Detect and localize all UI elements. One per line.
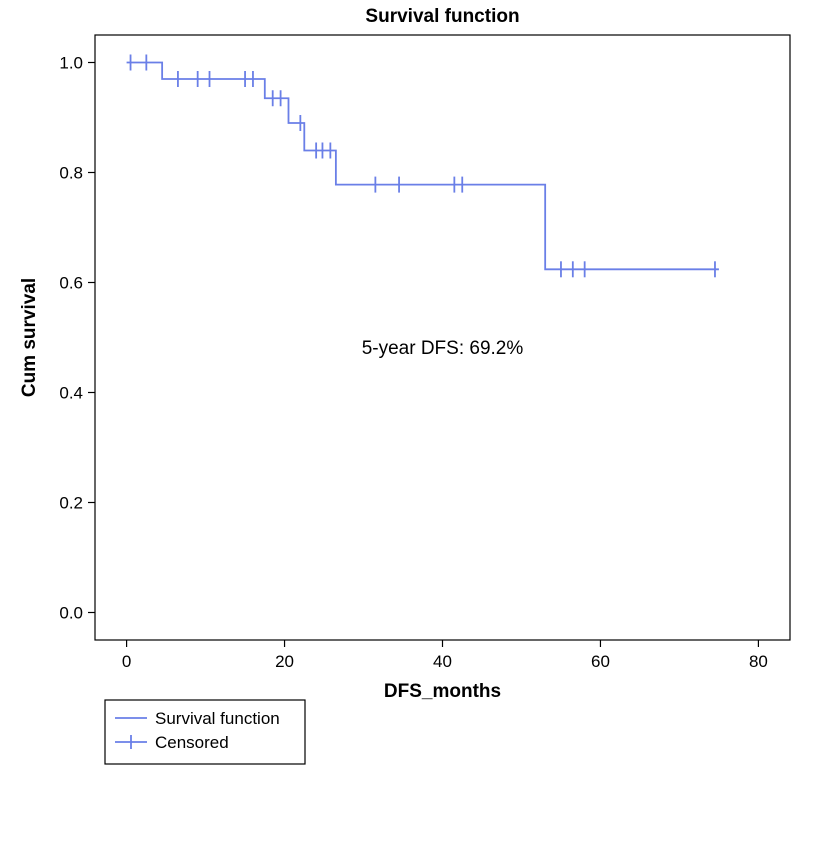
y-axis-label: Cum survival xyxy=(19,278,40,397)
x-tick-label: 60 xyxy=(591,652,610,671)
legend-label: Censored xyxy=(155,733,229,752)
x-tick-label: 0 xyxy=(122,652,131,671)
y-tick-label: 0.8 xyxy=(59,164,83,183)
x-tick-label: 80 xyxy=(749,652,768,671)
y-tick-label: 0.6 xyxy=(59,274,83,293)
survival-chart: 0 20 40 60 80 DFS_months 0.0 0.2 0.4 0.6 0.8 1.0 Cum… xyxy=(0,0,825,845)
y-tick-label: 0.0 xyxy=(59,604,83,623)
annotation-text: 5-year DFS: 69.2% xyxy=(362,338,524,359)
legend-label: Survival function xyxy=(155,709,280,728)
y-tick-label: 1.0 xyxy=(59,54,83,73)
y-tick-label: 0.2 xyxy=(59,494,83,513)
y-tick-label: 0.4 xyxy=(59,384,83,403)
chart-title: Survival function xyxy=(365,6,519,27)
x-tick-label: 20 xyxy=(275,652,294,671)
x-tick-label: 40 xyxy=(433,652,452,671)
x-axis-label: DFS_months xyxy=(384,681,501,702)
